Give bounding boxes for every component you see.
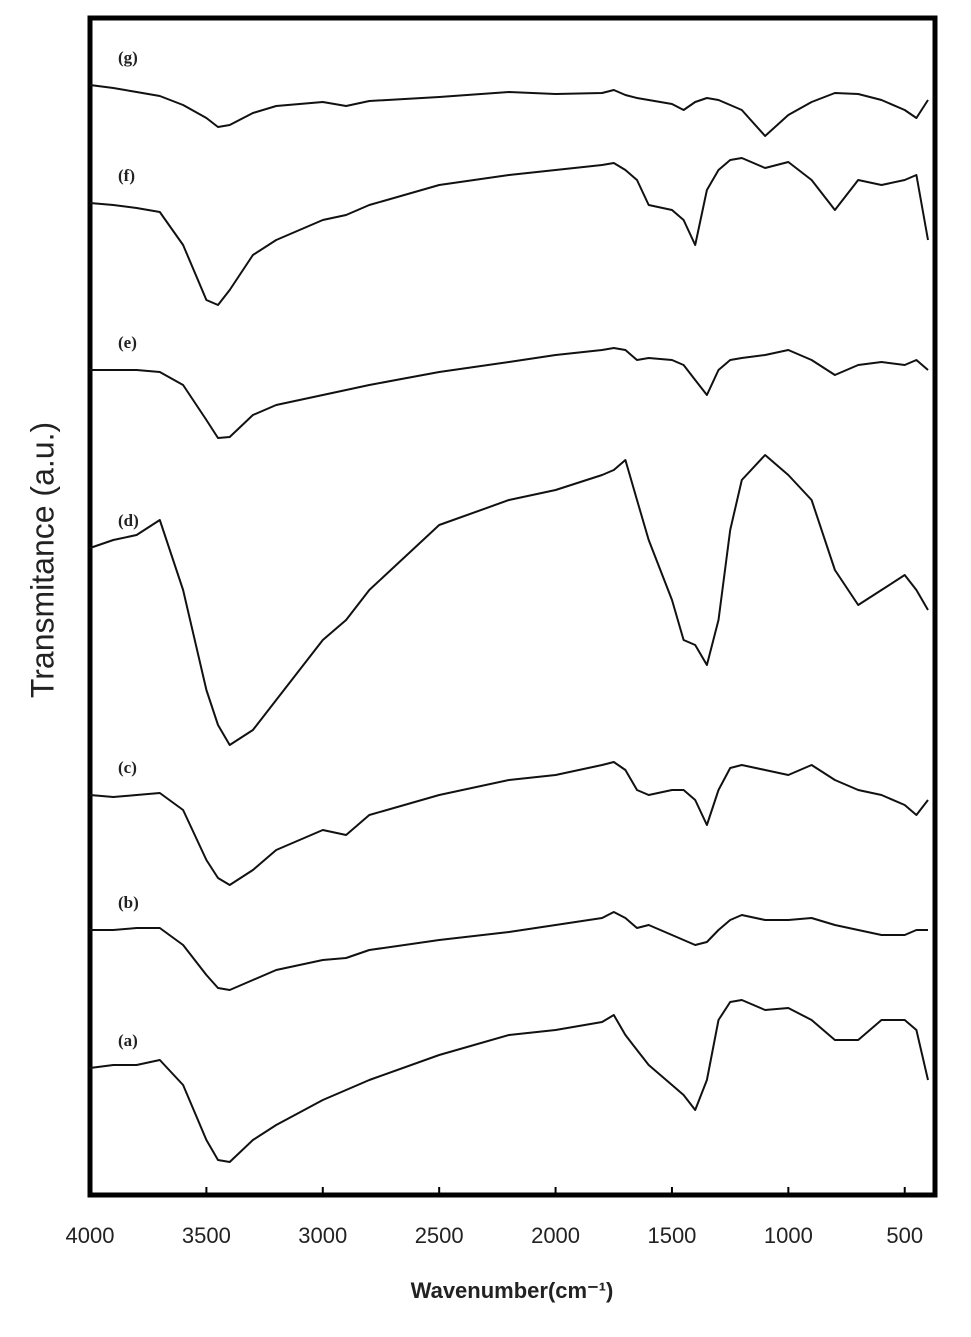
series-label: (f) <box>118 166 135 185</box>
spectrum-line <box>89 84 929 137</box>
x-tick-label: 500 <box>886 1223 923 1248</box>
x-tick-label: 3000 <box>298 1223 347 1248</box>
series-label: (a) <box>118 1031 138 1050</box>
spectrum-line <box>90 911 928 991</box>
x-tick-label: 1000 <box>764 1223 813 1248</box>
spectrum-line <box>89 999 929 1163</box>
spectrum-line <box>90 347 929 439</box>
spectrum-line <box>89 157 929 306</box>
y-axis-label: Transmitance (a.u.) <box>24 422 60 698</box>
x-axis-label: Wavenumber(cm⁻¹) <box>411 1278 614 1303</box>
x-tick-label: 4000 <box>66 1223 115 1248</box>
series-label: (c) <box>118 758 137 777</box>
series-label: (b) <box>118 893 139 912</box>
x-tick-label: 3500 <box>182 1223 231 1248</box>
spectrum-line <box>89 454 929 746</box>
series-label: (e) <box>118 333 137 352</box>
x-tick-label: 2500 <box>415 1223 464 1248</box>
series-label: (d) <box>118 511 139 530</box>
x-tick-label: 2000 <box>531 1223 580 1248</box>
plot-frame <box>87 15 938 1198</box>
spectrum-line <box>89 761 929 886</box>
x-tick-label: 1500 <box>647 1223 696 1248</box>
series-label: (g) <box>118 48 138 67</box>
